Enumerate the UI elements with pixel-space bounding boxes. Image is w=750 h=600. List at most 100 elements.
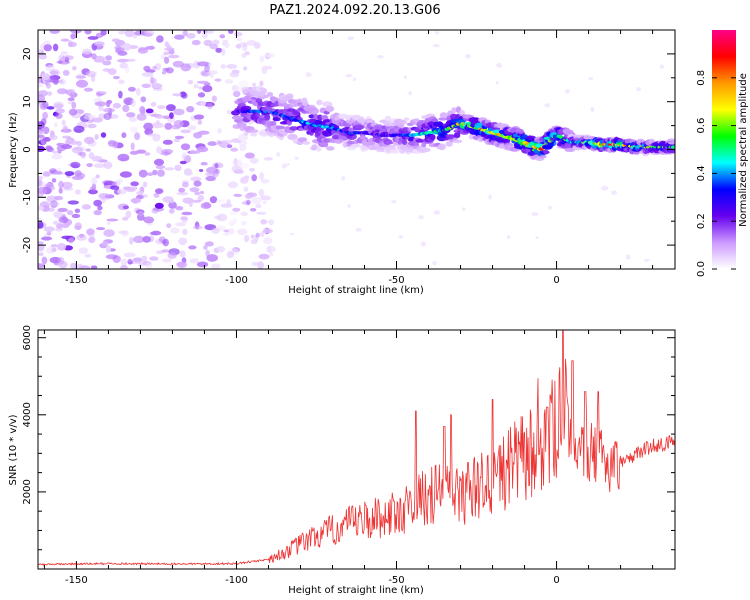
spectrogram-cell — [167, 252, 177, 259]
spectrogram-cell — [226, 109, 233, 115]
spectrogram-cell — [38, 205, 45, 211]
spectrogram-cell — [226, 199, 231, 207]
spectrogram-cell — [87, 36, 99, 40]
spectrogram-cell — [200, 161, 208, 166]
spectrogram-cell — [224, 79, 233, 84]
spectrogram-cell — [408, 91, 413, 96]
spectrogram-cell — [140, 96, 147, 103]
spectrogram-cell — [78, 247, 89, 255]
spectrogram-cell — [232, 247, 240, 253]
colorbar-ticks: 0.0 0.2 0.4 0.6 0.8 — [696, 70, 736, 277]
spectrogram-cell — [172, 93, 183, 97]
spectrogram-cell — [179, 160, 187, 165]
spectrogram-cell — [465, 54, 471, 59]
spectrogram-cell — [385, 141, 394, 145]
spectrogram-cell — [189, 258, 200, 264]
spectrogram-cell — [180, 129, 191, 134]
spectrogram-cell — [38, 134, 45, 138]
snr-axes: -150 -100 -50 0 2000 4000 6000 — [22, 325, 675, 586]
spectrogram-cell — [565, 89, 570, 94]
spectrogram-cell — [249, 157, 259, 164]
spectrogram-cell — [193, 180, 202, 187]
spectrogram-cell — [231, 69, 240, 75]
spectrogram-cell — [197, 92, 206, 98]
spectrogram-cell — [53, 220, 59, 225]
spectrogram-cell — [157, 105, 166, 109]
spectrogram-cell — [255, 111, 260, 119]
spectrogram-cell — [260, 178, 270, 184]
spectrogram-cell — [64, 171, 75, 176]
spectrogram-cell — [182, 228, 188, 235]
spectrogram-cell — [643, 258, 650, 262]
spectrogram-cell — [201, 72, 208, 76]
spectrogram-cells — [38, 30, 675, 269]
spectrogram-cell — [178, 237, 188, 246]
spectrogram-cell — [57, 149, 62, 154]
spectrogram-cell — [85, 148, 91, 152]
spectrogram-cell — [135, 87, 141, 96]
spectrogram-cell — [258, 188, 265, 197]
y-tick-label: -20 — [22, 237, 33, 253]
spectrogram-cell — [68, 41, 77, 48]
spectrogram-cell — [93, 41, 105, 47]
spectrogram-cell — [250, 208, 257, 212]
spectrogram-cell — [205, 172, 217, 177]
spectrogram-cell — [72, 66, 77, 71]
spectrogram-cell — [261, 66, 268, 75]
spectrogram-cell — [266, 245, 276, 253]
spectrogram-cell — [309, 107, 318, 111]
spectrogram-cell — [86, 228, 95, 236]
spectrogram-cell — [145, 69, 156, 73]
spectrogram-cell — [241, 105, 252, 112]
spectrogram-cell — [216, 213, 228, 222]
spectrogram-cell — [141, 255, 148, 263]
spectrogram-cell — [154, 202, 164, 209]
spectrogram-cell — [260, 219, 267, 225]
spectrogram-cell — [667, 141, 675, 145]
spectrogram-cell — [205, 175, 216, 182]
spectrogram-cell — [49, 70, 59, 75]
spectrogram-cell — [50, 244, 58, 248]
spectrogram-cell — [181, 152, 187, 161]
spectrogram-cell — [64, 139, 76, 145]
spectrogram-cell — [251, 261, 261, 267]
spectrogram-cell — [51, 153, 63, 160]
spectrogram-cell — [93, 199, 103, 207]
spectrogram-cell — [391, 200, 397, 204]
spectrogram-cell — [103, 107, 115, 113]
spectrogram-cell — [564, 147, 576, 152]
spectrogram-cell — [452, 139, 463, 144]
spectrogram-cell — [215, 47, 223, 53]
spectrogram-cell — [226, 64, 238, 69]
spectrogram-cell — [214, 163, 219, 169]
spectrogram-cell — [85, 70, 97, 78]
spectrogram-cell — [151, 83, 163, 90]
spectrogram-cell — [236, 37, 243, 42]
spectrogram-cell — [242, 43, 248, 52]
spectrogram-cell — [187, 79, 194, 85]
spectrogram-cell — [182, 181, 189, 188]
spectrogram-cell — [196, 30, 202, 34]
spectrogram-cell — [212, 39, 220, 45]
spectrogram-cell — [43, 44, 52, 52]
spectrogram-cell — [54, 195, 64, 201]
snr-xlabel: Height of straight line (km) — [288, 585, 424, 596]
spectrogram-cell — [496, 62, 502, 68]
spectrogram-cell — [180, 63, 192, 72]
spectrogram-cell — [47, 91, 53, 96]
spectrogram-cell — [438, 143, 446, 151]
spectrogram-cell — [221, 139, 233, 145]
spectrogram-cell — [207, 103, 213, 110]
y-tick-label: -10 — [22, 189, 33, 205]
spectrogram-cell — [204, 241, 214, 247]
spectrogram-cell — [91, 53, 97, 60]
spectrogram-cell — [266, 92, 274, 97]
spectrogram-cell — [82, 48, 92, 55]
spectrogram-cell — [151, 230, 162, 236]
spectrogram-cell — [203, 101, 215, 107]
spectrogram-cell — [450, 113, 458, 120]
spectrogram-cell — [191, 39, 201, 46]
spectrogram-cell — [355, 227, 362, 232]
spectrogram-cell — [259, 87, 266, 91]
